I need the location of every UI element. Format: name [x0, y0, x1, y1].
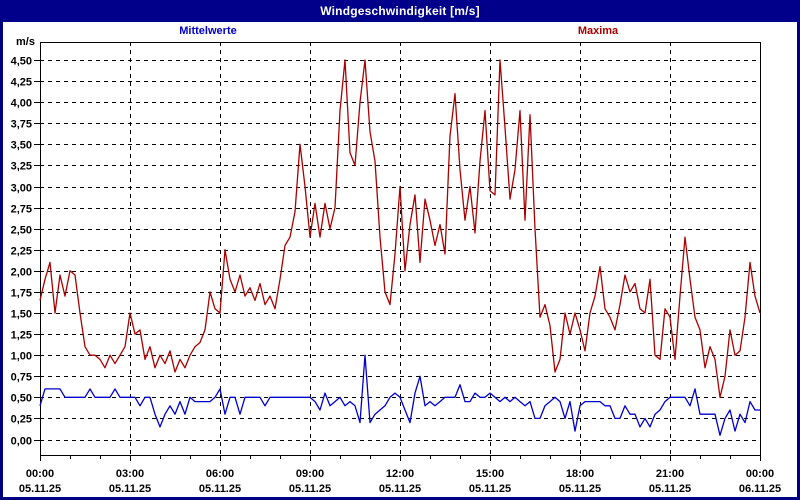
svg-text:03:00: 03:00: [116, 468, 144, 480]
svg-text:3,00: 3,00: [11, 183, 32, 195]
svg-text:15:00: 15:00: [476, 468, 504, 480]
svg-text:4,00: 4,00: [11, 98, 32, 110]
svg-text:05.11.25: 05.11.25: [649, 483, 691, 495]
svg-text:0,00: 0,00: [11, 436, 32, 448]
plot-border: [40, 42, 761, 456]
svg-text:3,25: 3,25: [11, 161, 32, 173]
window-title: Windgeschwindigkeit [m/s]: [320, 4, 480, 18]
svg-text:00:00: 00:00: [746, 468, 774, 480]
svg-text:2,50: 2,50: [11, 225, 32, 237]
svg-text:12:00: 12:00: [386, 468, 414, 480]
svg-text:3,75: 3,75: [11, 119, 32, 131]
legend-mittelwerte: Mittelwerte: [179, 25, 237, 37]
svg-text:1,00: 1,00: [11, 351, 32, 363]
title-bar: Windgeschwindigkeit [m/s]: [0, 0, 800, 22]
mittelwerte-line: [39, 354, 760, 436]
svg-text:2,00: 2,00: [11, 267, 32, 279]
svg-text:1,25: 1,25: [11, 330, 32, 342]
svg-text:00:00: 00:00: [26, 468, 54, 480]
svg-text:2,25: 2,25: [11, 246, 32, 258]
svg-text:18:00: 18:00: [566, 468, 594, 480]
y-ticks: [34, 60, 40, 441]
y-tick-labels: 0,00 0,25 0,50 0,75 1,00 1,25 1,50 1,75 2,00 2,25…: [11, 56, 32, 448]
x-ticks: [40, 455, 761, 461]
svg-text:3,50: 3,50: [11, 140, 32, 152]
maxima-line: [39, 59, 761, 398]
svg-text:2,75: 2,75: [11, 204, 32, 216]
svg-text:4,50: 4,50: [11, 56, 32, 68]
svg-text:06.11.25: 06.11.25: [739, 483, 781, 495]
svg-text:06:00: 06:00: [206, 468, 234, 480]
x-gridlines: [130, 42, 671, 455]
svg-text:05.11.25: 05.11.25: [199, 483, 241, 495]
svg-text:05.11.25: 05.11.25: [469, 483, 511, 495]
svg-text:1,75: 1,75: [11, 288, 32, 300]
svg-text:1,50: 1,50: [11, 309, 32, 321]
svg-text:05.11.25: 05.11.25: [19, 483, 61, 495]
legend-maxima: Maxima: [577, 25, 619, 37]
svg-text:0,75: 0,75: [11, 372, 32, 384]
svg-text:05.11.25: 05.11.25: [289, 483, 331, 495]
svg-text:0,50: 0,50: [11, 393, 32, 405]
svg-text:0,25: 0,25: [11, 414, 32, 426]
svg-text:05.11.25: 05.11.25: [109, 483, 151, 495]
svg-text:21:00: 21:00: [656, 468, 684, 480]
svg-text:05.11.25: 05.11.25: [559, 483, 601, 495]
svg-text:05.11.25: 05.11.25: [379, 483, 421, 495]
x-tick-labels: 00:00 05.11.25 03:00 05.11.25 06:00 05.11.25 0…: [19, 468, 781, 495]
svg-text:4,25: 4,25: [11, 77, 32, 89]
y-axis-unit-label: m/s: [16, 36, 35, 48]
svg-text:09:00: 09:00: [296, 468, 324, 480]
